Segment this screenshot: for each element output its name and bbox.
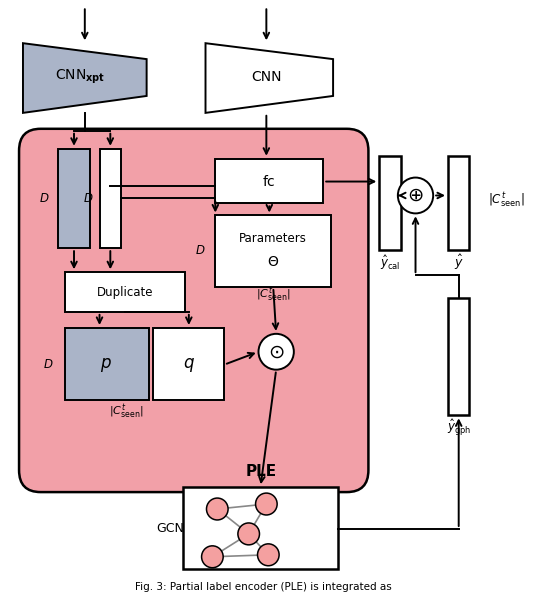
Circle shape	[207, 498, 228, 520]
Bar	[448, 298, 469, 415]
Text: $\oplus$: $\oplus$	[407, 186, 424, 205]
Bar	[215, 215, 331, 287]
Bar	[183, 487, 338, 569]
Text: PLE: PLE	[246, 464, 277, 479]
Text: Fig. 3: Partial label encoder (PLE) is integrated as: Fig. 3: Partial label encoder (PLE) is i…	[135, 582, 392, 592]
Polygon shape	[23, 43, 147, 113]
Text: $D$: $D$	[83, 192, 94, 205]
Bar	[379, 156, 401, 250]
Text: $|C^t_{\rm seen}|$: $|C^t_{\rm seen}|$	[488, 191, 525, 210]
Bar	[58, 148, 90, 248]
Text: CNN: CNN	[251, 70, 281, 84]
Text: $q$: $q$	[183, 356, 195, 374]
Text: $\Theta$: $\Theta$	[267, 255, 279, 269]
Text: Duplicate: Duplicate	[97, 285, 153, 299]
Text: $\hat{y}_{\rm cal}$: $\hat{y}_{\rm cal}$	[380, 253, 400, 272]
Polygon shape	[206, 43, 333, 113]
Bar	[65, 328, 148, 399]
Text: $\hat{y}$: $\hat{y}$	[454, 253, 464, 272]
Text: $D$: $D$	[43, 358, 54, 371]
Circle shape	[398, 178, 433, 213]
Bar	[215, 159, 323, 203]
Bar	[65, 272, 185, 312]
Text: $p$: $p$	[100, 356, 112, 374]
Text: $D$: $D$	[195, 244, 206, 257]
Text: Parameters: Parameters	[239, 232, 307, 245]
Bar	[99, 148, 121, 248]
Circle shape	[258, 334, 294, 370]
Bar	[153, 328, 224, 399]
Text: $\hat{y}_{\rm gph}$: $\hat{y}_{\rm gph}$	[446, 417, 471, 437]
Circle shape	[256, 493, 277, 515]
Text: $|C^t_{\rm seen}|$: $|C^t_{\rm seen}|$	[109, 402, 143, 421]
Text: fc: fc	[263, 175, 276, 188]
Text: $D$: $D$	[40, 192, 50, 205]
Text: GCN: GCN	[156, 523, 184, 535]
Text: $|C^t_{\rm seen}|$: $|C^t_{\rm seen}|$	[256, 285, 290, 305]
Circle shape	[201, 546, 223, 568]
FancyBboxPatch shape	[19, 129, 368, 492]
Text: $\odot$: $\odot$	[268, 342, 285, 361]
Circle shape	[238, 523, 260, 545]
Bar	[448, 156, 469, 250]
Text: CNN$_{\mathbf{xpt}}$: CNN$_{\mathbf{xpt}}$	[55, 68, 105, 86]
Circle shape	[257, 544, 279, 566]
